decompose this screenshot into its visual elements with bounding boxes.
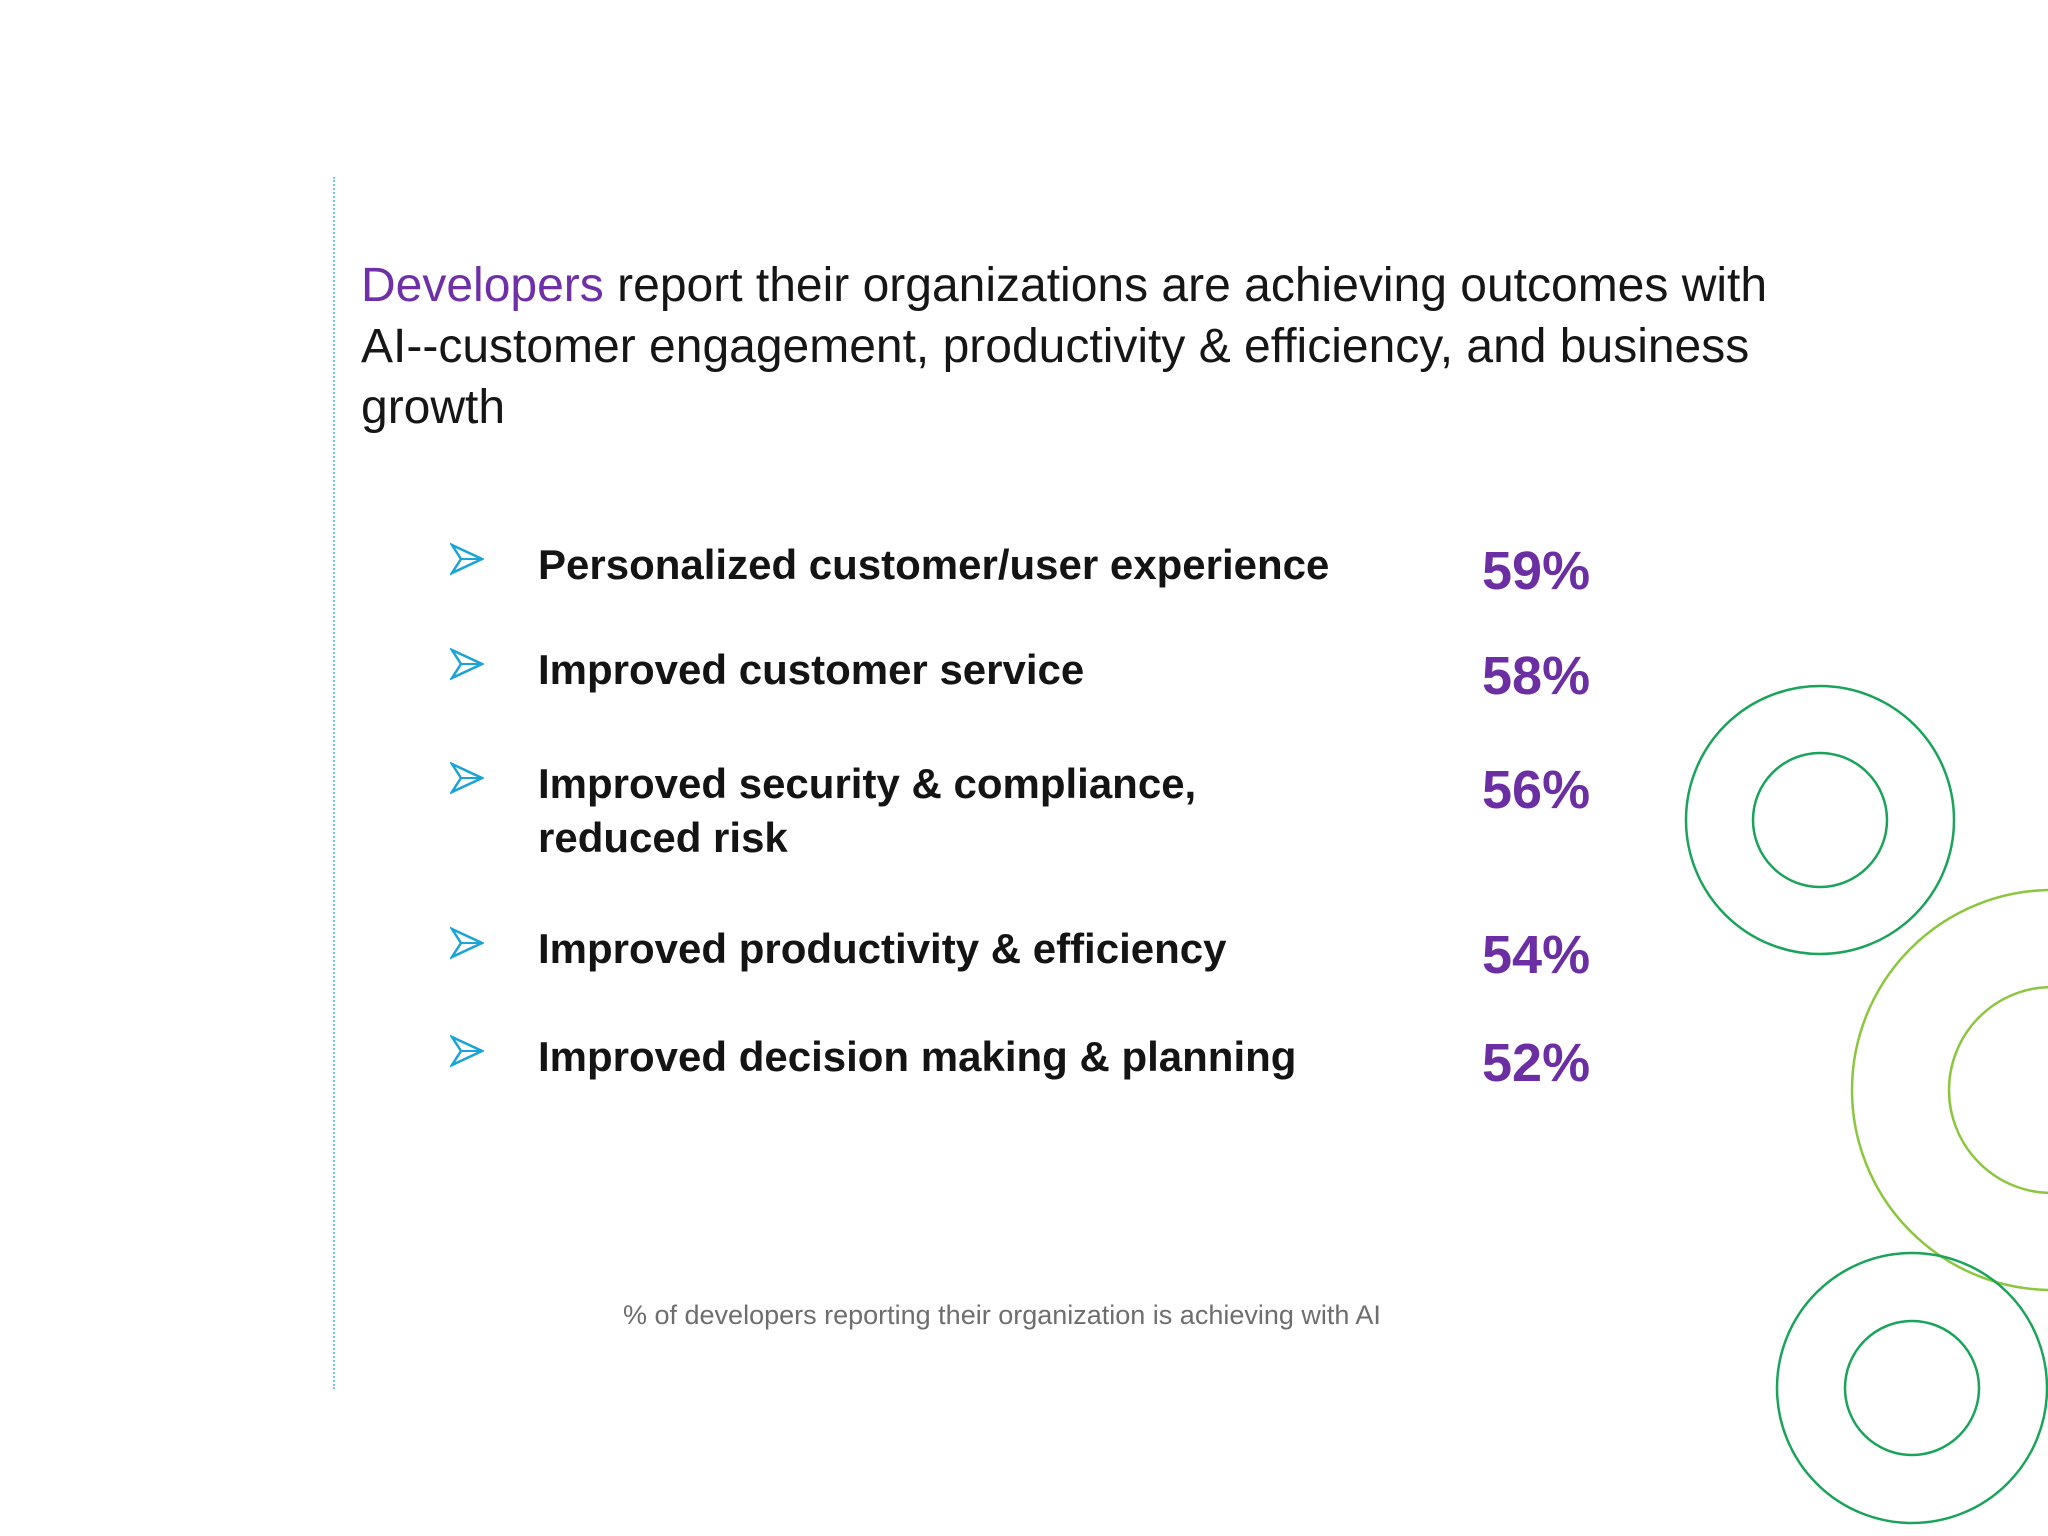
ring-inner-middle xyxy=(1947,985,2048,1195)
arrowhead-bullet-icon xyxy=(450,1034,484,1068)
arrowhead-bullet-icon xyxy=(450,926,484,960)
ring-outer-middle xyxy=(1850,888,2048,1292)
outcome-value: 59% xyxy=(1482,541,1591,601)
outcome-label: Improved productivity & efficiency xyxy=(538,925,1227,972)
headline-rest: report their organizations are achieving… xyxy=(361,259,1768,434)
outcome-value: 58% xyxy=(1482,646,1591,706)
arrowhead-bullet-icon xyxy=(450,761,484,795)
outcome-label: Personalized customer/user experience xyxy=(538,541,1330,588)
headline-accent: Developers xyxy=(361,259,604,312)
ring-inner-top xyxy=(1751,751,1889,889)
ring-inner-bottom xyxy=(1843,1319,1981,1457)
outcome-label: Improved customer service xyxy=(538,646,1085,693)
outcome-list: Personalized customer/user experience 59… xyxy=(450,0,1650,1200)
arrowhead-bullet-icon xyxy=(450,542,484,576)
outcome-value: 52% xyxy=(1482,1033,1591,1093)
outcome-label: Improved decision making & planning xyxy=(538,1033,1297,1080)
outcome-value: 54% xyxy=(1482,925,1591,985)
headline: Developers report their organizations ar… xyxy=(361,255,1781,438)
ring-outer-top xyxy=(1684,684,1956,956)
ring-outer-bottom xyxy=(1775,1251,2048,1525)
outcome-label: Improved security & compliance, reduced … xyxy=(538,760,1197,861)
footnote: % of developers reporting their organiza… xyxy=(623,1300,1381,1330)
outcome-value: 56% xyxy=(1482,760,1591,820)
arrowhead-bullet-icon xyxy=(450,647,484,681)
vertical-dotted-divider xyxy=(333,177,335,1389)
